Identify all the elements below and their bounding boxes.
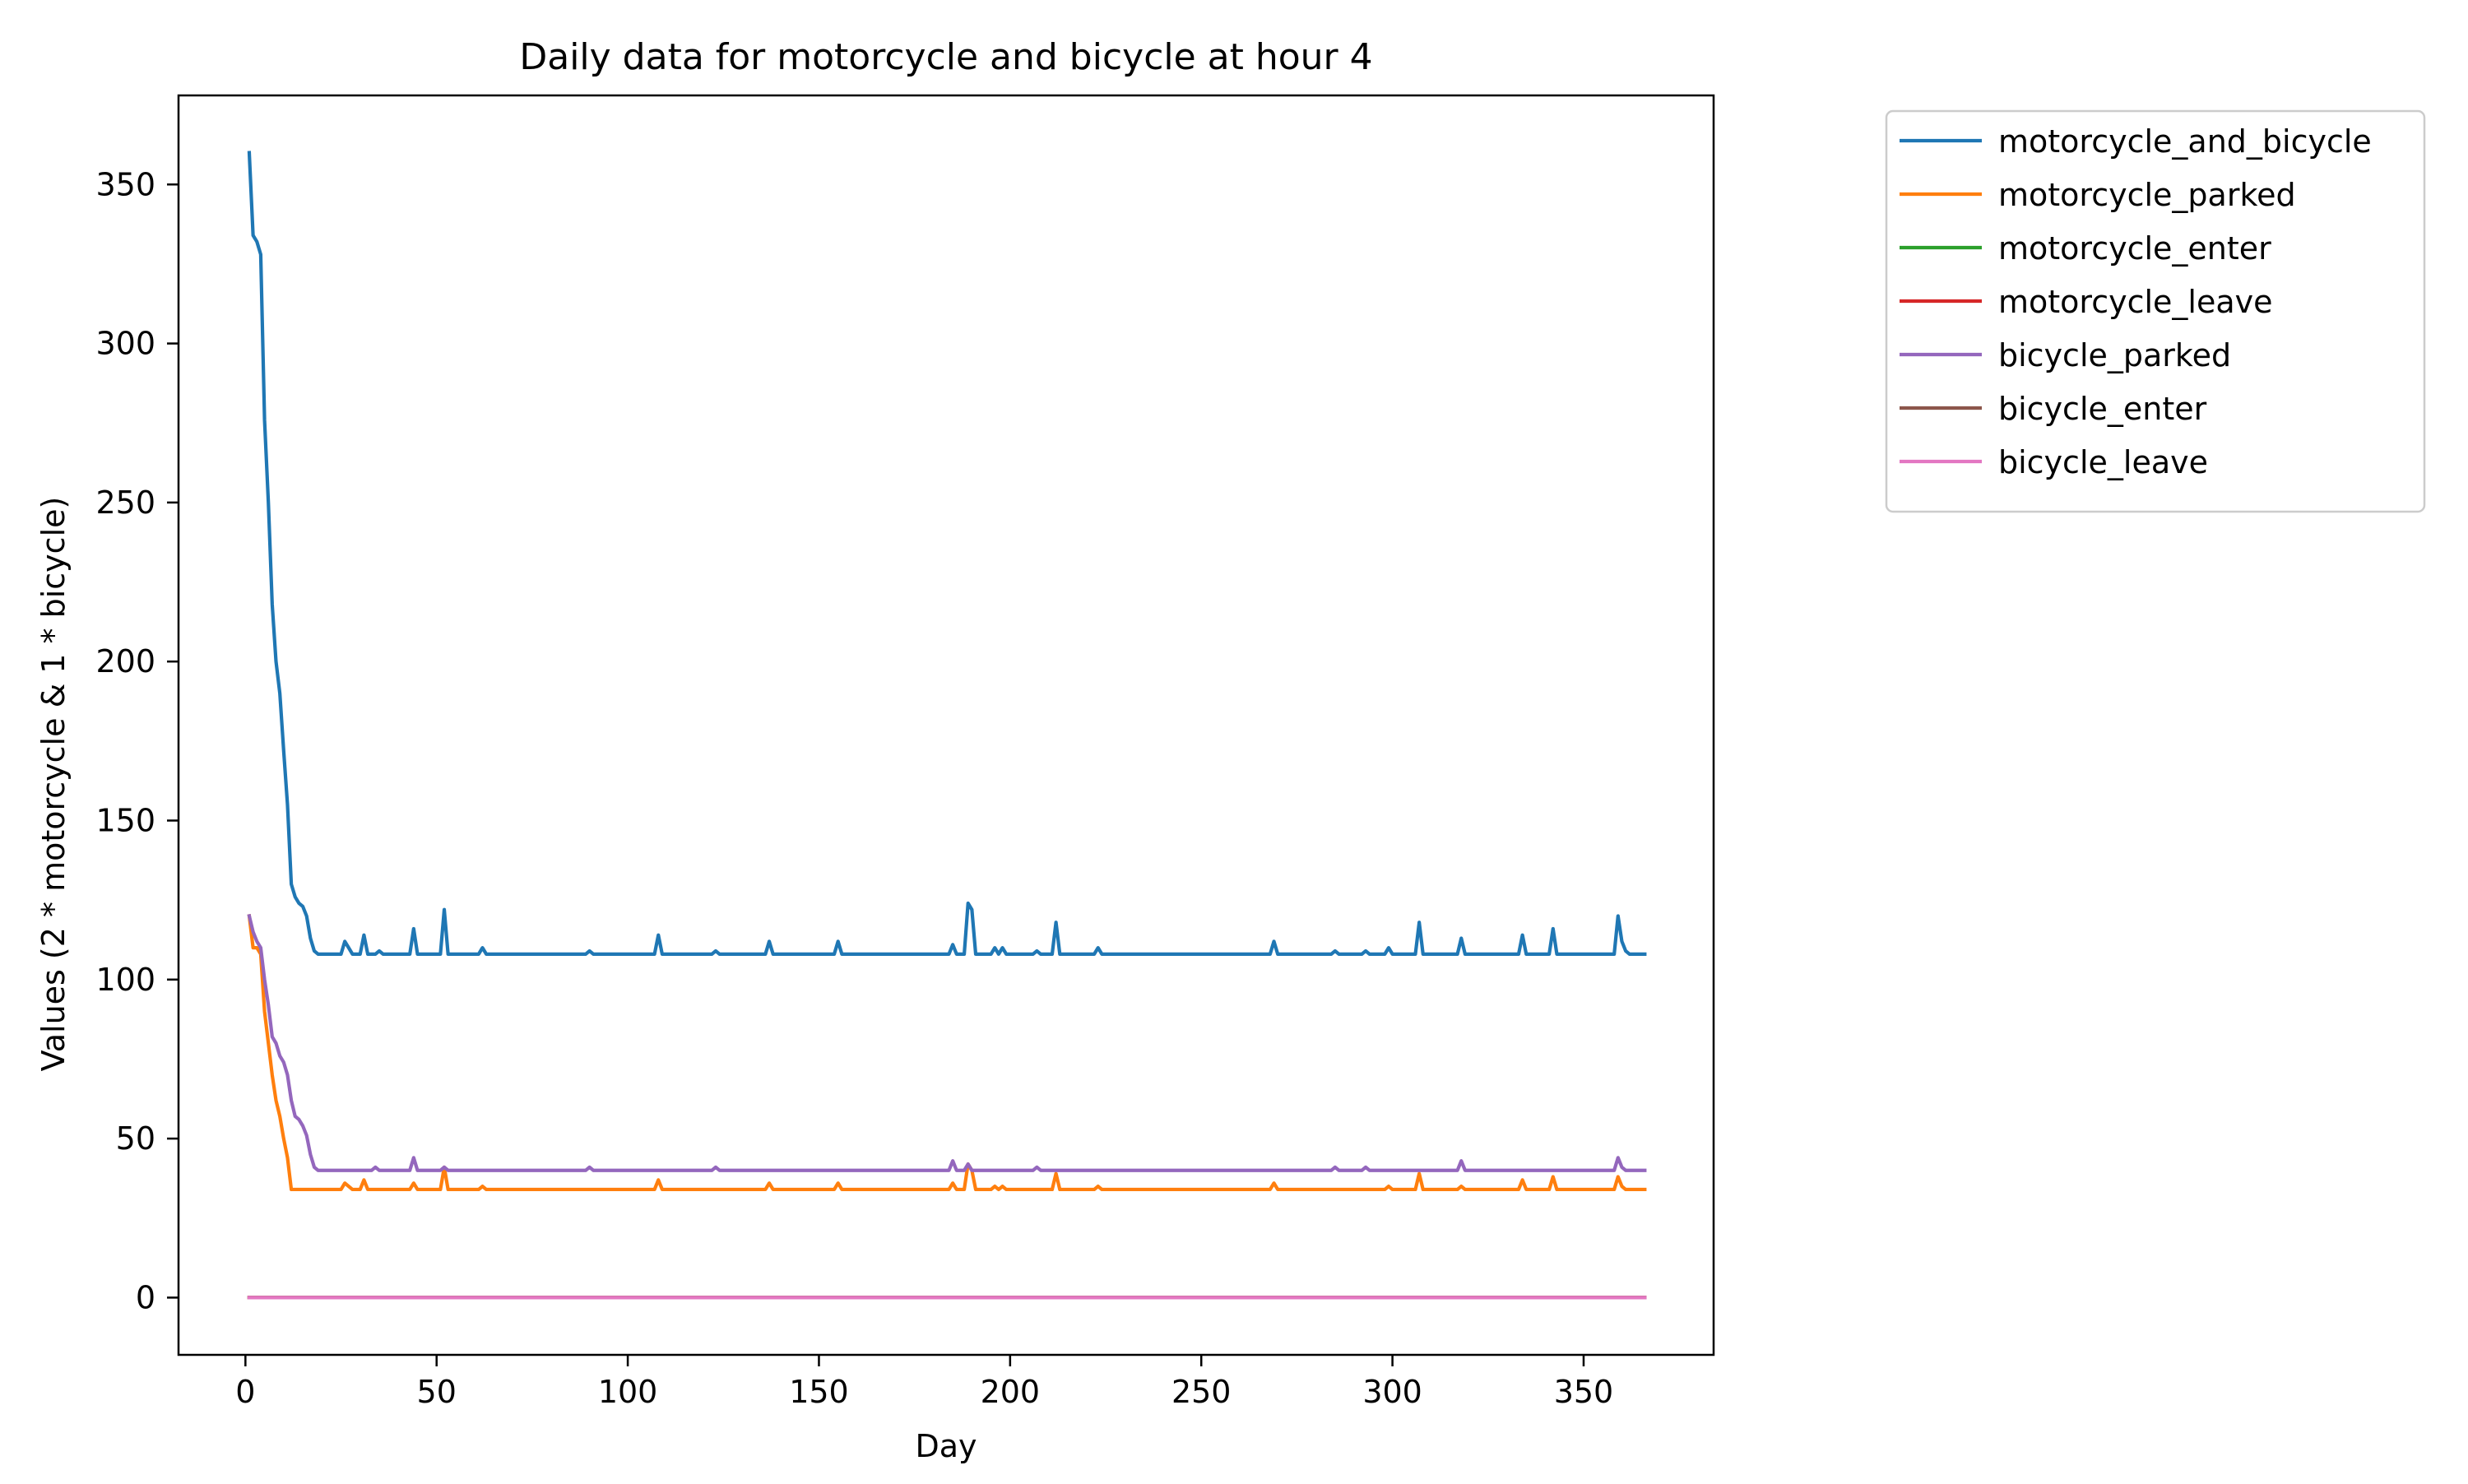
legend-label-motorcycle-enter: motorcycle_enter [1998, 230, 2271, 267]
x-axis-label: Day [915, 1428, 977, 1464]
plot-area: 0 50 100 150 200 250 300 350 0 50 100 150 200 250 300 3… [95, 94, 1715, 1410]
series-line-motorcycle-and-bicycle [247, 151, 1647, 956]
series-line-bicycle-parked [247, 913, 1647, 1172]
y-tick-label: 50 [116, 1120, 155, 1157]
chart-title: Daily data for motorcycle and bicycle at… [519, 36, 1372, 78]
y-tick-label: 350 [95, 166, 155, 202]
legend-label-bicycle-leave: bicycle_leave [1998, 444, 2208, 480]
y-tick-label: 150 [95, 802, 155, 838]
y-tick-label: 200 [95, 643, 155, 679]
legend-label-motorcycle-and-bicycle: motorcycle_and_bicycle [1998, 123, 2372, 160]
legend-frame [1885, 109, 2426, 513]
legend-label-motorcycle-leave: motorcycle_leave [1998, 284, 2273, 320]
y-tick-label: 100 [95, 962, 155, 998]
legend: motorcycle_and_bicycle motorcycle_parkedm… [1885, 109, 2426, 513]
plot-frame [177, 94, 1715, 1356]
legend-label-bicycle-enter: bicycle_enter [1998, 391, 2207, 427]
x-tick-label: 0 [235, 1374, 255, 1410]
x-tick-label: 300 [1362, 1374, 1422, 1410]
x-tick-label: 150 [789, 1374, 849, 1410]
legend-label-motorcycle-parked: motorcycle_parked [1998, 177, 2296, 213]
y-tick-label: 250 [95, 485, 155, 521]
x-tick-label: 350 [1554, 1374, 1614, 1410]
x-tick-label: 250 [1171, 1374, 1232, 1410]
series-line-motorcycle-parked [247, 914, 1647, 1192]
legend-label-bicycle-parked: bicycle_parked [1998, 337, 2231, 373]
x-tick-label: 200 [981, 1374, 1041, 1410]
y-axis-label: Values (2 * motorcycle & 1 * bicycle) [35, 497, 72, 1072]
x-tick-label: 50 [417, 1374, 457, 1410]
x-tick-label: 100 [598, 1374, 658, 1410]
y-tick-label: 300 [95, 326, 155, 362]
y-tick-label: 0 [136, 1279, 155, 1315]
series-lines [247, 151, 1647, 1300]
